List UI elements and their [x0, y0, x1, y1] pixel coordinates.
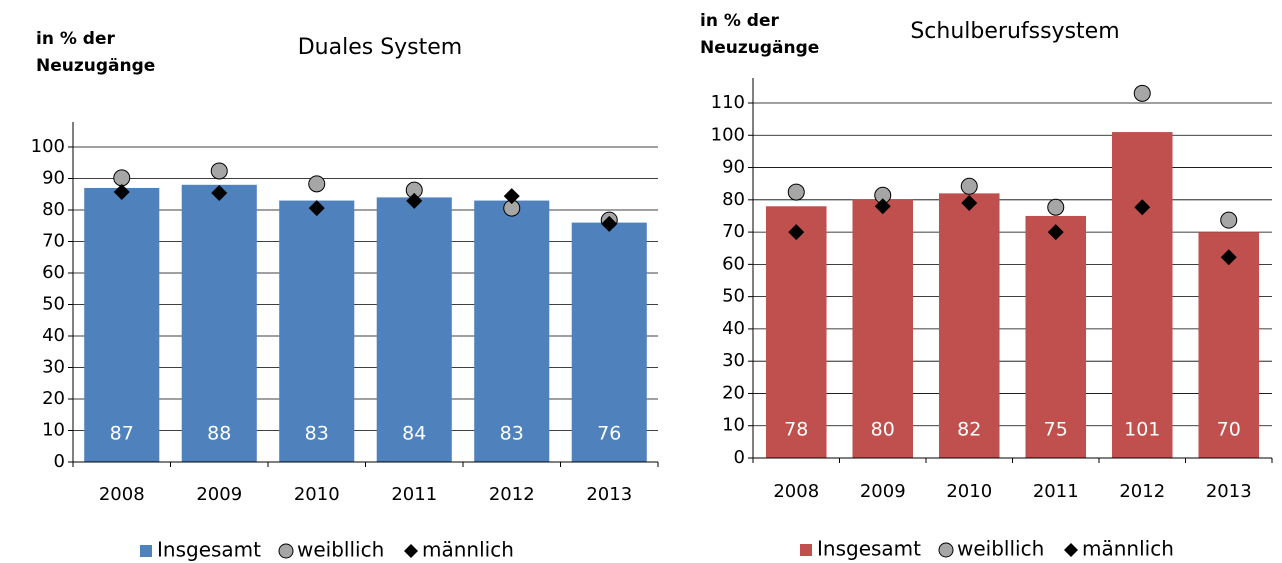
data-label: 76 [597, 423, 621, 445]
data-label: 75 [1044, 419, 1068, 441]
y-tick-label: 70 [722, 221, 745, 242]
marker-circle [787, 183, 805, 201]
legend-marker [278, 543, 294, 559]
y-tick-label: 30 [722, 350, 745, 371]
y-tick-label: 0 [734, 447, 745, 468]
x-tick-label: 2008 [99, 484, 145, 505]
y-tick-label: 40 [722, 318, 745, 339]
marker-diamond [961, 195, 978, 212]
bar [474, 200, 550, 463]
legend-label: Insgesamt [157, 538, 261, 562]
legend-marker [800, 544, 812, 556]
chart-title: Duales System [298, 35, 463, 60]
legend-label: männlich [1082, 537, 1174, 561]
y-axis-label: in % der Neuzugänge [700, 11, 820, 58]
y-tick-label: 60 [722, 253, 745, 274]
y-tick-label: 20 [42, 388, 65, 409]
bar [376, 197, 452, 462]
y-tick-label: 90 [42, 168, 65, 189]
legend-label: Insgesamt [817, 537, 921, 561]
x-tick-label: 2010 [946, 481, 992, 502]
marker-circle [1047, 198, 1065, 216]
data-label: 70 [1217, 419, 1241, 441]
y-tick-label: 30 [42, 357, 65, 378]
x-tick-label: 2009 [196, 484, 242, 505]
data-label: 82 [957, 419, 981, 441]
legend-marker [140, 545, 152, 557]
legend-marker [404, 544, 418, 558]
y-tick-label: 70 [42, 231, 65, 252]
marker-circle [113, 169, 131, 187]
marker-diamond [1134, 199, 1151, 216]
y-tick-label: 100 [711, 124, 745, 145]
y-tick-label: 10 [722, 415, 745, 436]
bar [1111, 132, 1173, 458]
x-tick-label: 2011 [1033, 481, 1079, 502]
bar [84, 187, 160, 462]
legend-marker [1064, 543, 1078, 557]
data-label: 83 [305, 423, 329, 445]
y-tick-label: 80 [722, 189, 745, 210]
marker-diamond [601, 215, 618, 232]
x-tick-label: 2013 [586, 484, 632, 505]
legend-label: männlich [422, 538, 514, 562]
marker-diamond [308, 200, 325, 217]
bar [938, 193, 1000, 458]
legend-label: weibllich [957, 537, 1044, 561]
legend-marker [938, 542, 954, 558]
data-label: 84 [402, 423, 426, 445]
marker-diamond [874, 198, 891, 215]
x-tick-label: 2009 [860, 481, 906, 502]
marker-circle [1220, 211, 1238, 229]
x-tick-label: 2008 [773, 481, 819, 502]
marker-diamond [211, 184, 228, 201]
x-tick-label: 2012 [1119, 481, 1165, 502]
marker-circle [1133, 84, 1151, 102]
bar [181, 184, 257, 463]
y-tick-label: 0 [54, 451, 65, 472]
bar [571, 222, 647, 462]
legend-label: weibllich [297, 538, 384, 562]
bar [1198, 232, 1260, 458]
data-label: 83 [500, 423, 524, 445]
marker-circle [960, 177, 978, 195]
data-label: 87 [110, 423, 134, 445]
marker-diamond [113, 184, 130, 201]
marker-diamond [1220, 249, 1237, 266]
marker-circle [308, 175, 326, 193]
marker-diamond [1047, 224, 1064, 241]
bar [1025, 215, 1087, 458]
x-tick-label: 2011 [391, 484, 437, 505]
y-tick-label: 50 [42, 294, 65, 315]
y-tick-label: 50 [722, 286, 745, 307]
data-label: 80 [871, 419, 895, 441]
bar [279, 200, 355, 463]
marker-diamond [503, 188, 520, 205]
data-label: 78 [784, 419, 808, 441]
chart-title: Schulberufssystem [910, 19, 1119, 44]
x-tick-label: 2010 [294, 484, 340, 505]
y-tick-label: 40 [42, 325, 65, 346]
y-tick-label: 60 [42, 262, 65, 283]
y-tick-label: 80 [42, 199, 65, 220]
y-tick-label: 10 [42, 420, 65, 441]
marker-circle [210, 162, 228, 180]
x-tick-label: 2013 [1206, 481, 1252, 502]
bar [852, 199, 914, 458]
y-tick-label: 110 [711, 92, 745, 113]
y-tick-label: 20 [722, 382, 745, 403]
marker-diamond [788, 224, 805, 241]
y-axis-label: in % der Neuzugänge [36, 29, 156, 76]
x-tick-label: 2012 [489, 484, 535, 505]
bar [765, 206, 827, 458]
y-tick-label: 90 [722, 157, 745, 178]
data-label: 101 [1124, 419, 1160, 441]
marker-diamond [406, 192, 423, 209]
data-label: 88 [207, 423, 231, 445]
y-tick-label: 100 [31, 136, 65, 157]
